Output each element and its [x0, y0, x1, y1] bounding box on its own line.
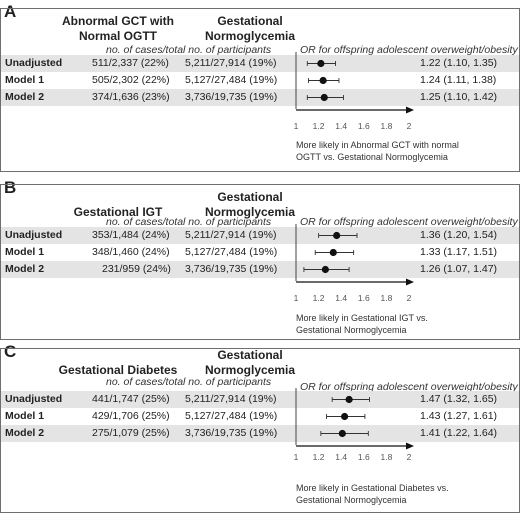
or-value: 1.47 (1.32, 1.65): [420, 393, 498, 405]
x-tick-label: 1.2: [313, 293, 325, 303]
or-value: 1.25 (1.10, 1.42): [420, 91, 498, 103]
group2-count: 3,736/19,735 (19%): [185, 427, 278, 439]
counts-header: no. of cases/total no. of participants: [106, 44, 272, 56]
forest-plot-b: 1 1.2 1.4 1.6 1.8 2: [294, 224, 414, 303]
x-tick-label: 1.2: [313, 452, 325, 462]
direction-caption: More likely in Gestational Diabetes vs. …: [296, 483, 449, 505]
x-tick-label: 1.8: [380, 452, 392, 462]
group2-count: 5,211/27,914 (19%): [185, 229, 277, 241]
group1-count: 441/1,747 (25%): [92, 393, 170, 405]
x-tick-label: 1: [294, 121, 299, 131]
or-value: 1.33 (1.17, 1.51): [420, 246, 498, 258]
x-axis-arrow: [406, 106, 414, 114]
or-value: 1.22 (1.10, 1.35): [420, 57, 498, 69]
group1-count: 348/1,460 (24%): [92, 246, 170, 258]
x-tick-label: 2: [407, 452, 412, 462]
group2-count: 3,736/19,735 (19%): [185, 263, 278, 275]
group1-count: 231/959 (24%): [102, 263, 171, 275]
row-label: Unadjusted: [5, 393, 63, 405]
or-value: 1.36 (1.20, 1.54): [420, 229, 498, 241]
row-shading: [1, 89, 519, 106]
group2-header: Gestational Normoglycemia: [204, 348, 296, 377]
or-value: 1.26 (1.07, 1.47): [420, 263, 498, 275]
group2-header: Gestational Normoglycemia: [204, 190, 296, 219]
x-axis-arrow: [406, 442, 414, 450]
group2-count: 5,127/27,484 (19%): [185, 246, 278, 258]
x-tick-label: 2: [407, 293, 412, 303]
group2-count: 5,211/27,914 (19%): [185, 393, 277, 405]
group2-count: 3,736/19,735 (19%): [185, 91, 278, 103]
group1-header: Gestational Diabetes: [58, 363, 178, 377]
row-label: Model 2: [5, 263, 45, 275]
or-point: [333, 231, 341, 240]
forest-plot-c: 1 1.2 1.4 1.6 1.8 2: [294, 388, 414, 462]
row-label: Model 1: [5, 246, 45, 258]
row-label: Model 1: [5, 74, 45, 86]
counts-header: no. of cases/total no. of participants: [106, 376, 272, 388]
or-point: [319, 76, 327, 85]
or-value: 1.41 (1.22, 1.64): [420, 427, 498, 439]
or-point: [329, 248, 337, 257]
direction-caption: More likely in Abnormal GCT with normal …: [296, 140, 459, 162]
x-tick-label: 1.6: [358, 293, 370, 303]
or-point: [338, 429, 346, 438]
row-label: Unadjusted: [5, 57, 63, 69]
x-tick-label: 1.6: [358, 452, 370, 462]
panel-a: A Abnormal GCT with Normal OGTT Gestatio…: [0, 0, 520, 172]
row-label: Unadjusted: [5, 229, 63, 241]
group1-count: 275/1,079 (25%): [92, 427, 170, 439]
panel-letter: C: [4, 342, 17, 361]
x-tick-label: 1: [294, 293, 299, 303]
group1-header: Abnormal GCT with Normal OGTT: [62, 14, 174, 43]
group2-count: 5,211/27,914 (19%): [185, 57, 277, 69]
panel-letter: A: [4, 2, 17, 21]
row-shading: [1, 425, 519, 442]
x-tick-label: 1.4: [335, 121, 347, 131]
forest-plot-a: 1 1.2 1.4 1.6 1.8 2: [294, 52, 414, 131]
x-tick-label: 1.8: [380, 293, 392, 303]
or-point: [345, 395, 353, 404]
x-tick-label: 1.4: [335, 293, 347, 303]
counts-header: no. of cases/total no. of participants: [106, 216, 272, 228]
group1-header: Gestational IGT: [73, 205, 163, 219]
row-shading: [1, 261, 519, 278]
group2-count: 5,127/27,484 (19%): [185, 410, 278, 422]
direction-caption: More likely in Gestational IGT vs. Gesta…: [296, 313, 428, 335]
group1-count: 511/2,337 (22%): [92, 57, 169, 69]
x-tick-label: 1: [294, 452, 299, 462]
row-shading: [1, 55, 519, 72]
row-label: Model 1: [5, 410, 45, 422]
panel-b: B Gestational IGT Gestational Normoglyce…: [0, 172, 520, 340]
or-value: 1.43 (1.27, 1.61): [420, 410, 498, 422]
row-shading: [1, 227, 519, 244]
group2-count: 5,127/27,484 (19%): [185, 74, 278, 86]
group1-count: 429/1,706 (25%): [92, 410, 170, 422]
x-tick-label: 1.2: [313, 121, 325, 131]
x-axis-arrow: [406, 278, 414, 286]
or-point: [317, 59, 325, 68]
or-point: [320, 93, 328, 102]
x-tick-label: 1.8: [380, 121, 392, 131]
x-tick-label: 1.6: [358, 121, 370, 131]
panel-letter: B: [4, 178, 17, 197]
or-point: [340, 412, 349, 421]
or-value: 1.24 (1.11, 1.38): [420, 74, 497, 86]
group1-count: 374/1,636 (23%): [92, 91, 170, 103]
group2-header: Gestational Normoglycemia: [204, 14, 296, 43]
row-label: Model 2: [5, 91, 45, 103]
x-tick-label: 2: [407, 121, 412, 131]
or-point: [321, 265, 329, 274]
group1-count: 353/1,484 (24%): [92, 229, 170, 241]
row-shading: [1, 391, 519, 408]
group1-count: 505/2,302 (22%): [92, 74, 170, 86]
row-label: Model 2: [5, 427, 45, 439]
panel-c: C Gestational Diabetes Gestational Normo…: [0, 340, 520, 514]
x-tick-label: 1.4: [335, 452, 347, 462]
